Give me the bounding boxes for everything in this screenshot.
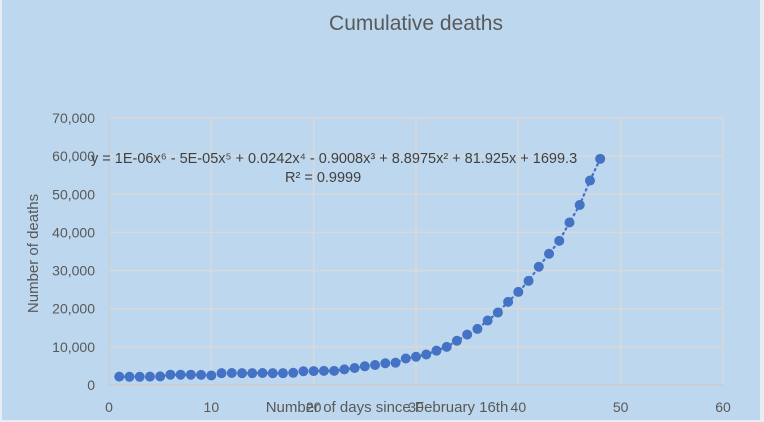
data-point [237, 368, 248, 379]
x-tick-label: 0 [105, 399, 113, 415]
data-point [482, 315, 493, 326]
data-point [421, 349, 432, 360]
data-point [544, 248, 555, 259]
x-tick-label: 40 [511, 399, 527, 415]
data-point [288, 367, 299, 378]
x-tick-label: 10 [204, 399, 220, 415]
y-axis-title: Number of deaths [25, 194, 42, 313]
data-point [492, 307, 503, 318]
data-point [503, 296, 514, 307]
data-point [318, 365, 329, 376]
data-point [175, 369, 186, 380]
data-point [206, 370, 217, 381]
data-point [390, 357, 401, 368]
data-point [533, 261, 544, 272]
data-point [400, 353, 411, 364]
y-tick-label: 10,000 [52, 339, 95, 355]
y-tick-label: 50,000 [52, 186, 95, 202]
y-tick-label: 20,000 [52, 301, 95, 317]
y-tick-label: 60,000 [52, 148, 95, 164]
data-point [411, 351, 421, 362]
data-point [451, 335, 462, 346]
data-point [124, 371, 135, 382]
trendline [118, 157, 602, 378]
data-point [359, 361, 370, 372]
data-point [308, 366, 319, 377]
x-tick-label: 30 [408, 399, 424, 415]
y-tick-label: 70,000 [52, 110, 95, 126]
data-point [134, 371, 145, 382]
data-point [431, 345, 442, 356]
trendline-equation: y = 1E-06x⁶ - 5E-05x⁵ + 0.0242x⁴ - 0.900… [91, 151, 577, 167]
data-point [185, 369, 196, 380]
data-point [114, 371, 125, 382]
data-point [267, 368, 278, 379]
data-point [196, 369, 207, 380]
y-tick-label: 0 [87, 377, 95, 393]
y-tick-label: 30,000 [52, 263, 95, 279]
data-point [226, 367, 237, 378]
data-point [564, 217, 575, 228]
data-point [298, 366, 309, 377]
data-point [277, 368, 288, 379]
data-point [441, 341, 452, 352]
data-point [462, 329, 473, 340]
data-point [574, 199, 585, 210]
data-point [370, 359, 381, 370]
data-point [584, 175, 595, 186]
data-point [155, 371, 166, 382]
data-point [339, 364, 350, 375]
x-tick-label: 50 [613, 399, 629, 415]
data-point [595, 153, 606, 164]
data-point [472, 323, 483, 334]
data-point [329, 365, 340, 376]
data-point [257, 367, 268, 378]
data-point [349, 363, 360, 374]
data-point [554, 235, 565, 246]
data-point [144, 371, 155, 382]
trendline-r-squared: R² = 0.9999 [285, 170, 361, 186]
y-tick-label: 40,000 [52, 224, 95, 240]
data-point [523, 275, 534, 286]
data-point [165, 369, 176, 380]
chart-title: Cumulative deaths [329, 12, 503, 35]
x-tick-label: 20 [306, 399, 322, 415]
x-tick-label: 60 [715, 399, 731, 415]
data-point [216, 368, 227, 379]
x-axis-title: Number of days since February 16th [266, 399, 509, 416]
data-point [247, 368, 258, 379]
data-point [380, 358, 391, 369]
data-point [513, 286, 524, 297]
